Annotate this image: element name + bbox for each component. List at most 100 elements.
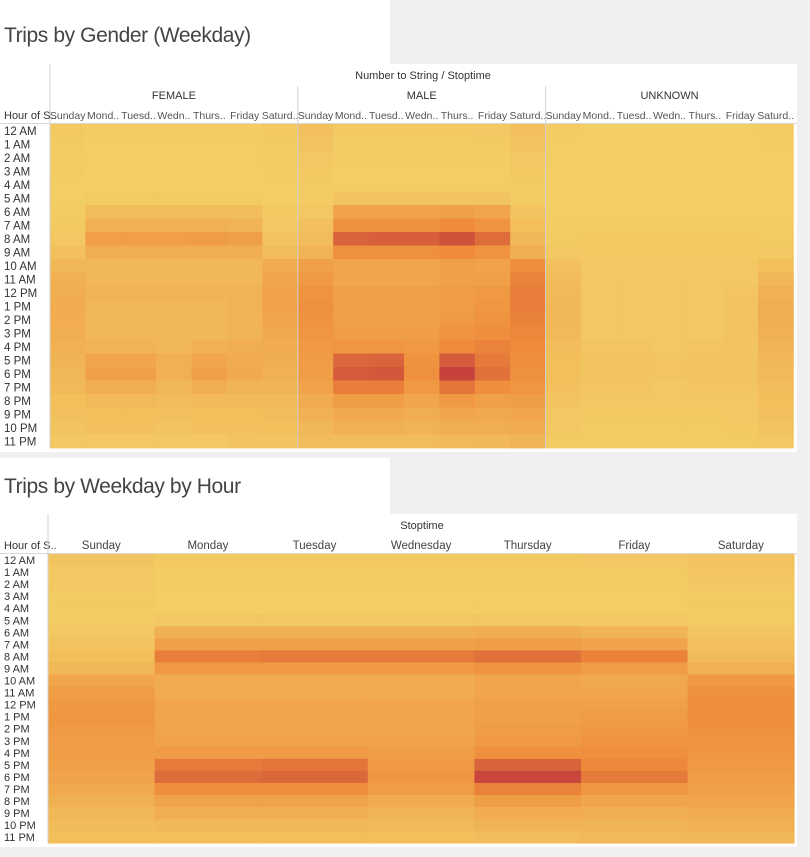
heatmap-cell — [510, 380, 546, 395]
heatmap-cell — [474, 819, 582, 832]
heatmap-cell — [50, 191, 86, 206]
heatmap-cell — [404, 205, 440, 219]
heatmap-cell — [333, 286, 369, 300]
heatmap-cell — [404, 272, 440, 287]
column-label: Tuesd.. — [121, 110, 156, 122]
column-label: Sunday — [545, 110, 581, 122]
heatmap-cell — [651, 178, 688, 192]
heatmap-cell — [191, 272, 228, 287]
heatmap-cell — [50, 286, 86, 300]
heatmap-cell — [297, 353, 334, 368]
heatmap-cell — [687, 380, 723, 395]
heatmap-cell — [474, 626, 582, 639]
heatmap-cell — [85, 218, 122, 233]
heatmap-cell — [581, 758, 688, 772]
heatmap-cell — [474, 650, 582, 663]
column-label: Sunday — [82, 540, 121, 552]
heatmap-cell — [50, 380, 86, 395]
column-label: Saturd.. — [757, 110, 794, 122]
heatmap-cell — [404, 367, 440, 381]
heatmap-cell — [474, 299, 511, 314]
heatmap-cell — [474, 313, 511, 327]
heatmap-cell — [581, 286, 617, 300]
heatmap-cell — [262, 434, 299, 449]
column-header: Stoptime — [400, 520, 443, 532]
heatmap-cell — [616, 259, 653, 273]
heatmap-cell — [404, 218, 440, 233]
heatmap-cell — [48, 602, 155, 615]
heatmap-cell — [262, 124, 299, 138]
column-label: Thurs.. — [689, 110, 722, 122]
heatmap-cell — [651, 340, 688, 354]
heatmap-cell — [48, 710, 155, 724]
heatmap-cell — [510, 124, 546, 138]
row-label: 1 AM — [4, 567, 29, 579]
heatmap-cell — [154, 662, 262, 675]
heatmap-cell — [48, 578, 155, 591]
heatmap-cell — [545, 218, 582, 233]
heatmap-cell — [297, 191, 334, 206]
heatmap-cell — [85, 434, 122, 449]
heatmap-cell — [120, 259, 157, 273]
heatmap-cell — [651, 421, 688, 435]
heatmap-cell — [510, 232, 546, 246]
heatmap-cell — [368, 151, 405, 165]
heatmap-cell — [687, 770, 795, 784]
heatmap-cell — [48, 746, 155, 760]
heatmap-cell — [333, 299, 369, 314]
heatmap-cell — [156, 272, 192, 287]
heatmap-cell — [120, 434, 157, 449]
heatmap-cell — [154, 614, 262, 627]
heatmap-cell — [333, 407, 369, 422]
heatmap-cell — [156, 394, 192, 408]
heatmap-cell — [510, 151, 546, 165]
heatmap-cell — [262, 232, 299, 246]
heatmap-cell — [722, 124, 759, 138]
heatmap-cell — [581, 272, 617, 287]
heatmap-cell — [297, 164, 334, 179]
row-label: 4 PM — [4, 342, 31, 354]
heatmap-cell — [154, 831, 262, 844]
heatmap-cell — [651, 124, 688, 138]
heatmap-cell — [297, 394, 334, 408]
heatmap-cell — [474, 353, 511, 368]
heatmap-cell — [333, 326, 369, 341]
heatmap-cell — [156, 164, 192, 179]
heatmap-cell — [367, 554, 475, 567]
heatmap-cell — [545, 326, 582, 341]
heatmap-cell — [616, 286, 653, 300]
heatmap-cell — [191, 326, 228, 341]
heatmap-cell — [368, 407, 405, 422]
heatmap-cell — [262, 164, 299, 179]
heatmap-cell — [48, 674, 155, 687]
heatmap-cell — [545, 164, 582, 179]
row-label: 8 PM — [4, 796, 30, 808]
heatmap-cell — [368, 313, 405, 327]
heatmap-cell — [616, 178, 653, 192]
heatmap-cell — [227, 205, 263, 219]
heatmap-cell — [722, 137, 759, 152]
heatmap-cell — [651, 367, 688, 381]
heatmap-cell — [297, 313, 334, 327]
heatmap-cell — [48, 614, 155, 627]
heatmap-cell — [85, 367, 122, 381]
heatmap-cell — [581, 151, 617, 165]
heatmap-cell — [439, 164, 476, 179]
heatmap-cell — [474, 734, 582, 748]
heatmap-cell — [404, 232, 440, 246]
row-label: 8 PM — [4, 396, 31, 408]
row-label: 4 AM — [4, 180, 30, 192]
heatmap-cell — [48, 782, 155, 796]
column-label: Saturd.. — [510, 110, 547, 122]
row-label: 1 PM — [4, 712, 30, 724]
heatmap-cell — [261, 770, 369, 784]
heatmap-cell — [368, 286, 405, 300]
heatmap-cell — [474, 164, 511, 179]
heatmap-cell — [758, 164, 794, 179]
heatmap-cell — [48, 795, 155, 808]
heatmap-cell — [227, 434, 263, 449]
heatmap-cell — [85, 151, 122, 165]
heatmap-cell — [154, 686, 262, 699]
heatmap-cell — [48, 626, 155, 639]
heatmap-cell — [48, 638, 155, 651]
